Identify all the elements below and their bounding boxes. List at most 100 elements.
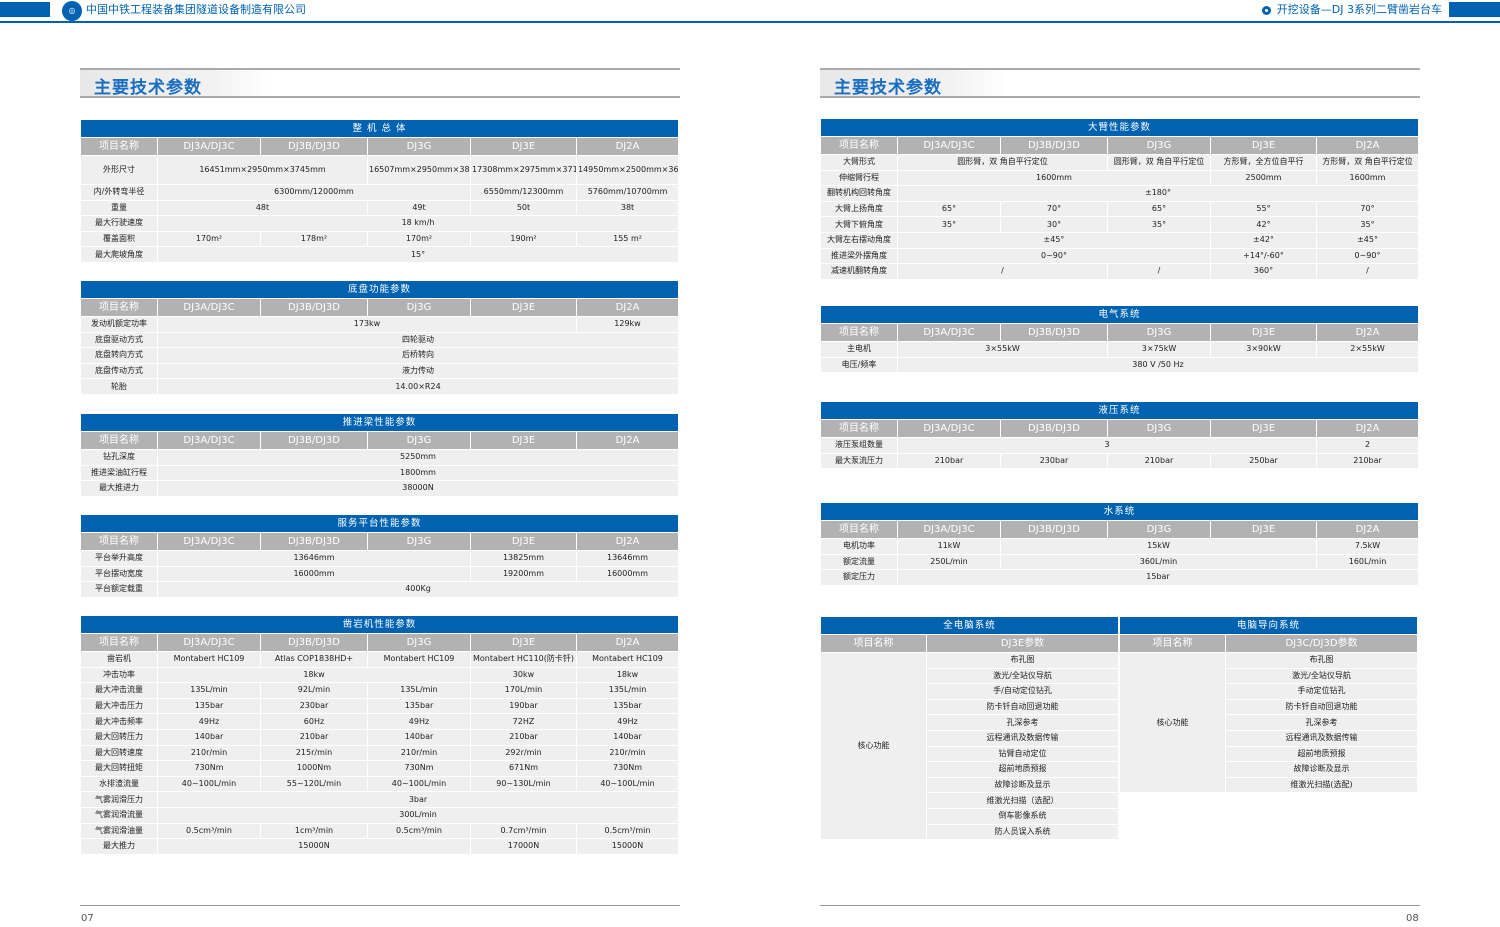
row-label: 电机功率: [820, 538, 898, 555]
value-cell: 210bar: [470, 728, 577, 746]
row-label: 凿岩机: [80, 651, 158, 668]
table-row: 额定流量 250L/min 360L/min 160L/min: [820, 553, 1420, 571]
column-header: 项目名称: [80, 532, 158, 551]
value-cell: 3: [897, 437, 1317, 454]
table-row: 推进梁油缸行程 1800mm: [80, 464, 680, 482]
row-label: 轮胎: [80, 378, 158, 395]
table-row: 防人员误入系统: [821, 823, 1120, 841]
table-row: 液压泵组数量 3 2: [820, 437, 1420, 454]
row-label: 气雾润滑压力: [80, 791, 158, 808]
value-cell: Montabert HC109: [367, 651, 471, 668]
column-header: DJ2A: [575, 532, 680, 551]
value-cell: 2×55kW: [1315, 341, 1420, 358]
column-header: DJ3B/DJ3D: [260, 137, 368, 156]
feature-item: 激光/全站仪导航: [1224, 667, 1419, 685]
table-row: 最大推力 15000N 17000N 15000N: [80, 838, 680, 855]
column-header: DJ3A/DJ3C: [897, 323, 1001, 342]
row-label: 最大泵流压力: [820, 452, 898, 470]
feature-item: 激光/全站仪导航: [925, 667, 1120, 685]
row-label: 发动机额定功率: [80, 316, 158, 333]
value-cell: /: [897, 263, 1108, 280]
spec-table: 液压系统 项目名称 DJ3A/DJ3C DJ3B/DJ3D DJ3G DJ3E DJ2A 液压…: [819, 401, 1420, 470]
table-row: 大臂上扬角度 65° 70° 65° 55° 70°: [820, 200, 1420, 218]
row-label: 大臂左右摆动角度: [820, 231, 898, 249]
column-header: DJ2A: [575, 298, 680, 317]
value-cell: 15bar: [896, 569, 1420, 586]
spec-table: 底盘功能参数 项目名称 DJ3A/DJ3C DJ3B/DJ3D DJ3G DJ3E DJ2A…: [79, 280, 680, 395]
section-title-text: 主要技术参数: [834, 78, 942, 98]
value-cell: 129kw: [575, 316, 680, 333]
table-row: 外形尺寸 16451mm×2950mm×3745mm 16507mm×2950mm×…: [80, 155, 680, 185]
value-cell: 135L/min: [575, 682, 680, 699]
row-label: 电压/频率: [820, 356, 898, 374]
row-label: 最大冲击频率: [80, 713, 158, 730]
table-row: 凿岩机 Montabert HC109 Atlas COP1838HD+ Montab…: [80, 651, 680, 668]
value-cell: 250L/min: [897, 553, 1001, 571]
column-header: 项目名称: [80, 137, 158, 156]
column-header: DJ3E: [470, 431, 577, 450]
value-cell: 0~90°: [897, 247, 1211, 265]
value-cell: 155 m²: [575, 230, 680, 248]
value-cell: 210bar: [897, 452, 1001, 470]
footer-divider-left: [80, 905, 680, 906]
table-row: 孔深参考: [1120, 714, 1419, 731]
feature-item: 维激光扫描（选配）: [925, 792, 1120, 809]
table-row: 超前地质预报: [1120, 745, 1419, 763]
value-cell: 70°: [1000, 200, 1108, 218]
location-pin-icon: [1261, 5, 1271, 15]
column-header: DJ3G: [1107, 323, 1211, 342]
value-cell: 230bar: [260, 697, 368, 715]
table-row: 推进梁外摆角度 0~90° +14°/-60° 0~90°: [820, 247, 1420, 265]
section-title-text: 主要技术参数: [94, 78, 202, 98]
value-cell: 178m²: [260, 230, 368, 248]
column-header: 项目名称: [80, 431, 158, 450]
row-label: 大臂上扬角度: [820, 200, 898, 218]
column-header: 项目名称: [820, 520, 898, 539]
value-cell: 55~120L/min: [260, 775, 368, 793]
header-accent-block: [0, 2, 50, 17]
table-row: 气雾润滑流量 300L/min: [80, 806, 680, 824]
row-label: 最大行驶速度: [80, 215, 158, 232]
value-cell: ±45°: [897, 231, 1211, 249]
table-row: 维激光扫描（选配）: [821, 792, 1120, 809]
value-cell: 16507mm×2950mm×3834mm: [367, 155, 471, 185]
column-header: DJ3E: [470, 532, 577, 551]
column-header: DJ3B/DJ3D: [1000, 323, 1108, 342]
company-logo: ◎: [62, 1, 82, 21]
value-cell: 360°: [1210, 263, 1317, 280]
feature-item: 防卡钎自动回退功能: [925, 698, 1120, 716]
row-label: 额定压力: [820, 569, 898, 586]
value-cell: 170m²: [157, 230, 261, 248]
table-row: 核心功能 布孔图: [1119, 651, 1419, 794]
value-cell: 35°: [897, 216, 1001, 233]
value-cell: 292r/min: [470, 744, 577, 762]
column-header: DJ3A/DJ3C: [897, 419, 1001, 438]
row-label: 最大冲击压力: [80, 697, 158, 715]
feature-item: 防卡钎自动回退功能: [1224, 698, 1419, 716]
table-title: 大臂性能参数: [819, 118, 1420, 137]
value-cell: 40~100L/min: [367, 775, 471, 793]
value-cell: 6300mm/12000mm: [157, 184, 471, 201]
value-cell: 38000N: [156, 480, 680, 497]
table-row: 电机功率 11kW 15kW 7.5kW: [820, 538, 1420, 555]
value-cell: 173kw: [157, 316, 577, 333]
column-header: 项目名称: [820, 419, 898, 438]
feature-item: 布孔图: [925, 652, 1120, 669]
value-cell: 65°: [1107, 200, 1211, 218]
column-header: DJ3A/DJ3C: [157, 137, 261, 156]
column-header: DJ3A/DJ3C: [157, 431, 261, 450]
table-row: 最大泵流压力 210bar 230bar 210bar 250bar 210bar: [820, 452, 1420, 470]
value-cell: 17308mm×2975mm×3712mm: [470, 155, 577, 185]
series-title: 开挖设备—DJ 3系列二臂凿岩台车: [1261, 3, 1442, 17]
row-label: 底盘驱动方式: [80, 331, 158, 349]
row-label: 大臂下俯角度: [820, 216, 898, 233]
table-row: 最大行驶速度 18 km/h: [80, 215, 680, 232]
value-cell: 190m²: [470, 230, 577, 248]
value-cell: 671Nm: [470, 760, 577, 777]
value-cell: 18 km/h: [156, 215, 680, 232]
value-cell: 215r/min: [260, 744, 368, 762]
value-cell: 210r/min: [575, 744, 680, 762]
spec-table: 水系统 项目名称 DJ3A/DJ3C DJ3B/DJ3D DJ3G DJ3E DJ2A 电机功…: [819, 502, 1420, 586]
column-header: DJ3A/DJ3C: [897, 136, 1001, 155]
value-cell: 0.7cm³/min: [470, 822, 577, 840]
